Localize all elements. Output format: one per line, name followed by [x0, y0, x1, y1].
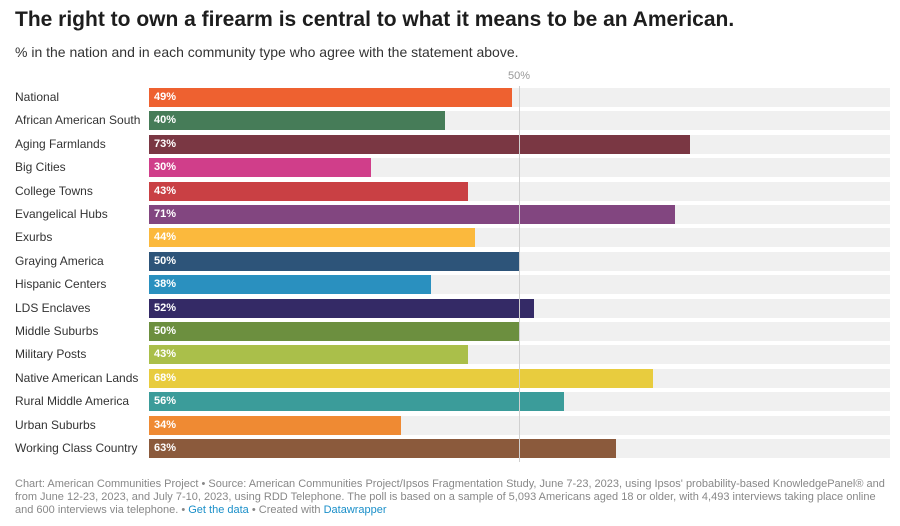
bar-row: Military Posts 43%	[0, 345, 900, 365]
category-label: Aging Farmlands	[15, 136, 106, 151]
chart-title: The right to own a firearm is central to…	[15, 8, 735, 31]
category-label: Working Class Country	[15, 441, 138, 455]
reference-line	[519, 86, 520, 462]
bar	[149, 415, 401, 435]
category-label: Military Posts	[15, 347, 87, 362]
value-label: 43%	[154, 348, 177, 361]
value-label: 34%	[154, 418, 177, 431]
bar-row: Aging Farmlands 73%	[0, 134, 900, 154]
bar-row: Working Class Country 63%	[0, 439, 900, 458]
category-label: Middle Suburbs	[15, 324, 99, 338]
value-label: 56%	[154, 395, 177, 408]
bar	[149, 322, 520, 341]
value-label: 71%	[154, 208, 177, 220]
bar-row: African American South 40%	[0, 111, 900, 131]
value-label: 43%	[154, 184, 177, 197]
category-label: Evangelical Hubs	[15, 207, 108, 221]
bar-row: Hispanic Centers 38%	[0, 275, 900, 295]
bar	[149, 392, 564, 412]
category-label: Hispanic Centers	[15, 277, 107, 292]
category-label: Native American Lands	[15, 370, 139, 385]
footer-source: Chart: American Communities Project • So…	[15, 478, 885, 516]
bar-row: Urban Suburbs 34%	[0, 415, 900, 435]
chart-subtitle: % in the nation and in each community ty…	[15, 44, 519, 60]
category-label: African American South	[15, 113, 141, 128]
bar-row: Exurbs 44%	[0, 228, 900, 248]
value-label: 44%	[154, 231, 177, 244]
value-label: 50%	[154, 325, 177, 337]
bar	[149, 158, 372, 178]
bar-row: Native American Lands 68%	[0, 368, 900, 388]
value-label: 52%	[154, 301, 177, 314]
footer-created: • Created with	[248, 504, 324, 516]
bar	[149, 228, 476, 248]
bar	[149, 88, 513, 107]
reference-tick-label: 50%	[507, 70, 531, 82]
bar	[149, 134, 690, 154]
value-label: 49%	[154, 91, 177, 103]
get-data-link[interactable]: Get the data	[188, 504, 249, 516]
bar-row: Evangelical Hubs 71%	[0, 205, 900, 224]
value-label: 40%	[154, 114, 177, 127]
bar	[149, 111, 446, 131]
category-label: Rural Middle America	[15, 394, 130, 409]
category-label: LDS Enclaves	[15, 300, 91, 315]
value-label: 50%	[154, 254, 177, 267]
category-label: Big Cities	[15, 160, 66, 175]
value-label: 63%	[154, 442, 177, 454]
bar-row: Rural Middle America 56%	[0, 392, 900, 412]
category-label: Graying America	[15, 253, 104, 268]
datawrapper-link[interactable]: Datawrapper	[323, 504, 387, 516]
category-label: Urban Suburbs	[15, 417, 96, 432]
bar	[149, 251, 520, 271]
bar	[149, 205, 676, 224]
bar-row: LDS Enclaves 52%	[0, 298, 900, 318]
category-label: Exurbs	[15, 230, 53, 245]
bar-row: Graying America 50%	[0, 251, 900, 271]
category-label: College Towns	[15, 183, 93, 198]
footer: Chart: American Communities Project • So…	[15, 478, 890, 517]
bar	[149, 439, 616, 458]
value-label: 38%	[154, 278, 177, 291]
value-label: 68%	[154, 371, 177, 384]
bar-row: Big Cities 30%	[0, 158, 900, 178]
bar-row: College Towns 43%	[0, 181, 900, 201]
value-label: 73%	[154, 137, 177, 150]
bar-row: Middle Suburbs 50%	[0, 322, 900, 341]
value-label: 30%	[154, 161, 177, 174]
bar-row: National 49%	[0, 88, 900, 107]
bar	[149, 275, 431, 295]
bar	[149, 181, 468, 201]
bar	[149, 298, 535, 318]
bar	[149, 368, 653, 388]
category-label: National	[15, 90, 60, 104]
bar	[149, 345, 468, 365]
